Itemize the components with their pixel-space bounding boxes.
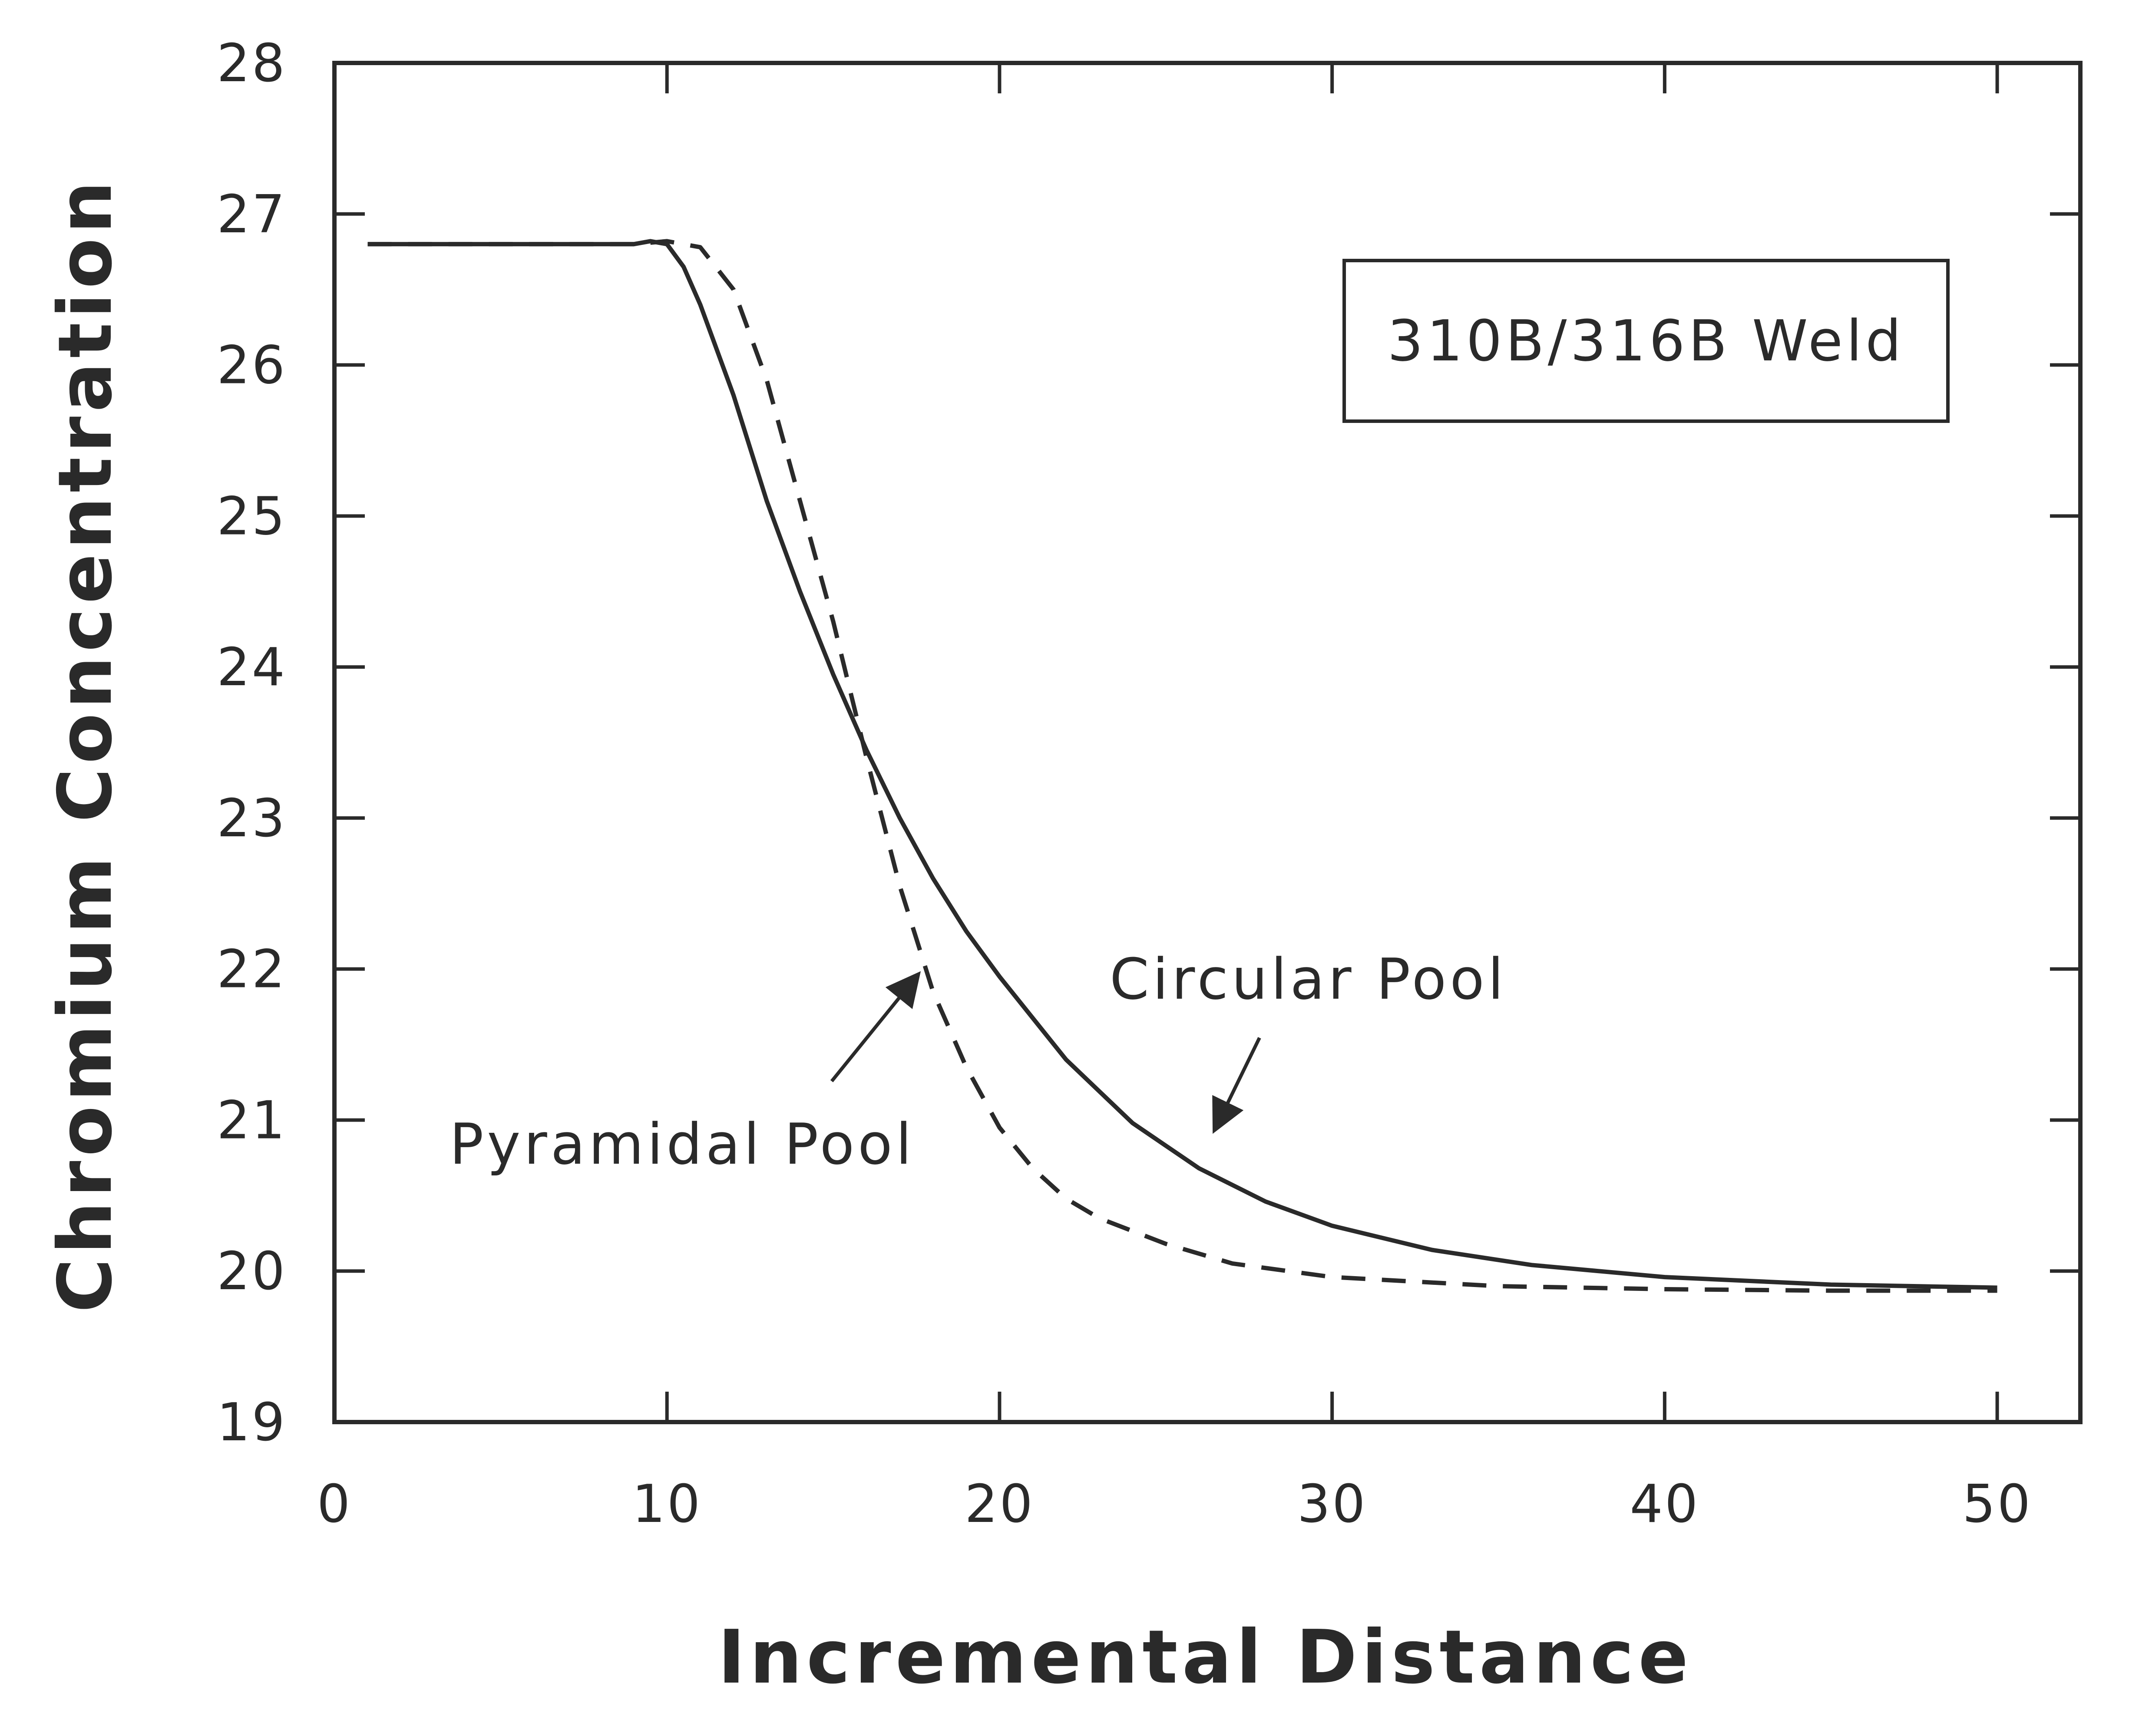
series-line-circular-pool [367,239,1997,1290]
annotation-pyramidal-pool: Pyramidal Pool [450,1111,915,1177]
x-tick-label-0: 0 [317,1474,352,1535]
y-axis-tick-labels: 19 20 21 22 23 24 25 26 27 28 [217,33,287,1453]
y-tick-label-3: 22 [217,940,287,1000]
plot-frame [332,61,2083,1424]
y-tick-label-8: 27 [217,185,287,245]
annotation-circular-pool: Circular Pool [1110,946,1507,1012]
y-tick-label-5: 24 [217,637,287,698]
x-axis-title: Incremental Distance [718,1614,1693,1700]
y-tick-label-2: 21 [217,1090,287,1151]
y-tick-label-4: 23 [217,789,287,849]
legend-box: 310B/316B Weld [1342,259,1950,423]
annotations-layer: Circular Pool Pyramidal Pool [450,946,1507,1177]
annotation-arrow-1 [830,971,921,1083]
annotation-arrow-0 [1212,1037,1261,1134]
x-tick-label-1: 10 [632,1474,702,1535]
x-axis-ticks [665,63,1999,1422]
y-tick-label-7: 26 [217,336,287,396]
legend-box-text: 310B/316B Weld [1387,308,1904,374]
y-tick-label-0: 19 [217,1393,287,1453]
y-axis-title: Chromium Concentration [43,177,129,1313]
x-tick-label-5: 50 [1962,1474,2032,1535]
legend-box-frame [1342,259,1950,423]
x-tick-label-2: 20 [965,1474,1035,1535]
y-tick-label-9: 28 [217,33,287,94]
y-tick-label-6: 25 [217,486,287,547]
x-tick-label-3: 30 [1297,1474,1367,1535]
x-axis-tick-labels: 0 10 20 30 40 50 [317,1474,2032,1535]
y-tick-label-1: 20 [217,1241,287,1302]
y-axis-ticks [334,212,2080,1273]
x-tick-label-4: 40 [1630,1474,1700,1535]
series-layer [367,239,1997,1293]
series-line-pyramidal-pool [367,239,1997,1293]
